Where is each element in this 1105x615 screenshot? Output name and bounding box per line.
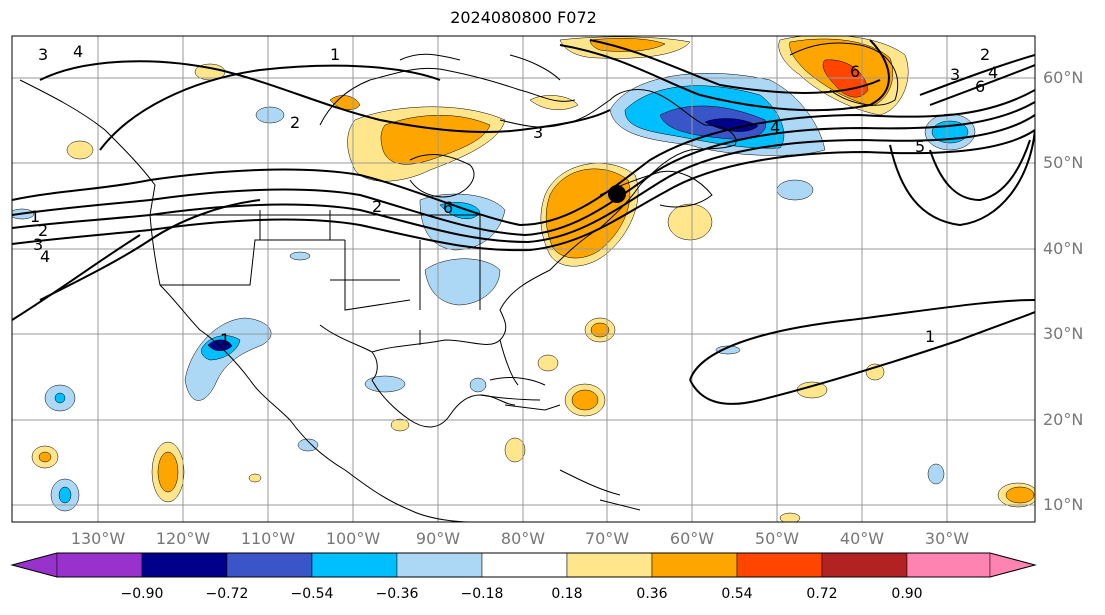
lon-label-60w: 60°W bbox=[669, 529, 715, 548]
height-contours bbox=[12, 39, 1035, 405]
lat-label-50n: 50°N bbox=[1043, 153, 1084, 172]
svg-text:4: 4 bbox=[73, 42, 83, 61]
lon-label-120w: 120°W bbox=[155, 529, 211, 548]
svg-text:6: 6 bbox=[850, 62, 860, 81]
lon-label-50w: 50°W bbox=[754, 529, 800, 548]
lon-label-110w: 110°W bbox=[240, 529, 296, 548]
colorbar-tick: 0.18 bbox=[551, 586, 583, 602]
lon-label-90w: 90°W bbox=[415, 529, 461, 548]
colorbar-tick: −0.90 bbox=[120, 586, 164, 602]
svg-text:1: 1 bbox=[925, 327, 935, 346]
svg-text:2: 2 bbox=[980, 45, 990, 64]
lon-label-80w: 80°W bbox=[500, 529, 546, 548]
lon-label-130w: 130°W bbox=[70, 529, 126, 548]
svg-text:3: 3 bbox=[950, 65, 960, 84]
svg-text:2: 2 bbox=[38, 221, 48, 240]
anomaly-fills bbox=[12, 36, 1035, 522]
svg-text:3: 3 bbox=[533, 123, 543, 142]
colorbar-tick: 0.54 bbox=[721, 586, 753, 602]
contour-labels: 3 4 1 2 3 2 1 2 3 4 4 5 3 6 4 2 6 1 6 1 bbox=[30, 42, 998, 349]
svg-text:1: 1 bbox=[330, 45, 340, 64]
lat-label-40n: 40°N bbox=[1043, 239, 1084, 258]
lat-label-60n: 60°N bbox=[1043, 68, 1084, 87]
svg-text:2: 2 bbox=[372, 197, 382, 216]
svg-text:4: 4 bbox=[40, 247, 50, 266]
map-title: 2024080800 F072 bbox=[450, 8, 597, 27]
colorbar-tick: 0.90 bbox=[891, 586, 923, 602]
svg-text:3: 3 bbox=[33, 235, 43, 254]
colorbar-tick: −0.18 bbox=[460, 586, 504, 602]
storm-center-marker bbox=[608, 185, 626, 203]
svg-text:5: 5 bbox=[915, 137, 925, 156]
lon-label-70w: 70°W bbox=[584, 529, 630, 548]
colorbar bbox=[10, 552, 1037, 578]
colorbar-tick: −0.54 bbox=[290, 586, 334, 602]
svg-text:2: 2 bbox=[290, 113, 300, 132]
svg-text:4: 4 bbox=[770, 118, 780, 137]
svg-text:6: 6 bbox=[975, 77, 985, 96]
colorbar-tick: −0.36 bbox=[375, 586, 419, 602]
svg-text:6: 6 bbox=[443, 198, 453, 217]
lat-label-10n: 10°N bbox=[1043, 495, 1084, 514]
lon-label-100w: 100°W bbox=[325, 529, 381, 548]
svg-text:4: 4 bbox=[988, 63, 998, 82]
lat-label-20n: 20°N bbox=[1043, 410, 1084, 429]
svg-text:1: 1 bbox=[220, 330, 230, 349]
lon-label-30w: 30°W bbox=[924, 529, 970, 548]
colorbar-tick: 0.72 bbox=[806, 586, 838, 602]
svg-text:1: 1 bbox=[30, 207, 40, 226]
map-frame bbox=[11, 35, 1036, 523]
lon-label-40w: 40°W bbox=[839, 529, 885, 548]
colorbar-tick: −0.72 bbox=[205, 586, 249, 602]
colorbar-tick: 0.36 bbox=[636, 586, 668, 602]
graticule bbox=[12, 36, 1035, 522]
lat-label-30n: 30°N bbox=[1043, 324, 1084, 343]
svg-text:3: 3 bbox=[38, 45, 48, 64]
